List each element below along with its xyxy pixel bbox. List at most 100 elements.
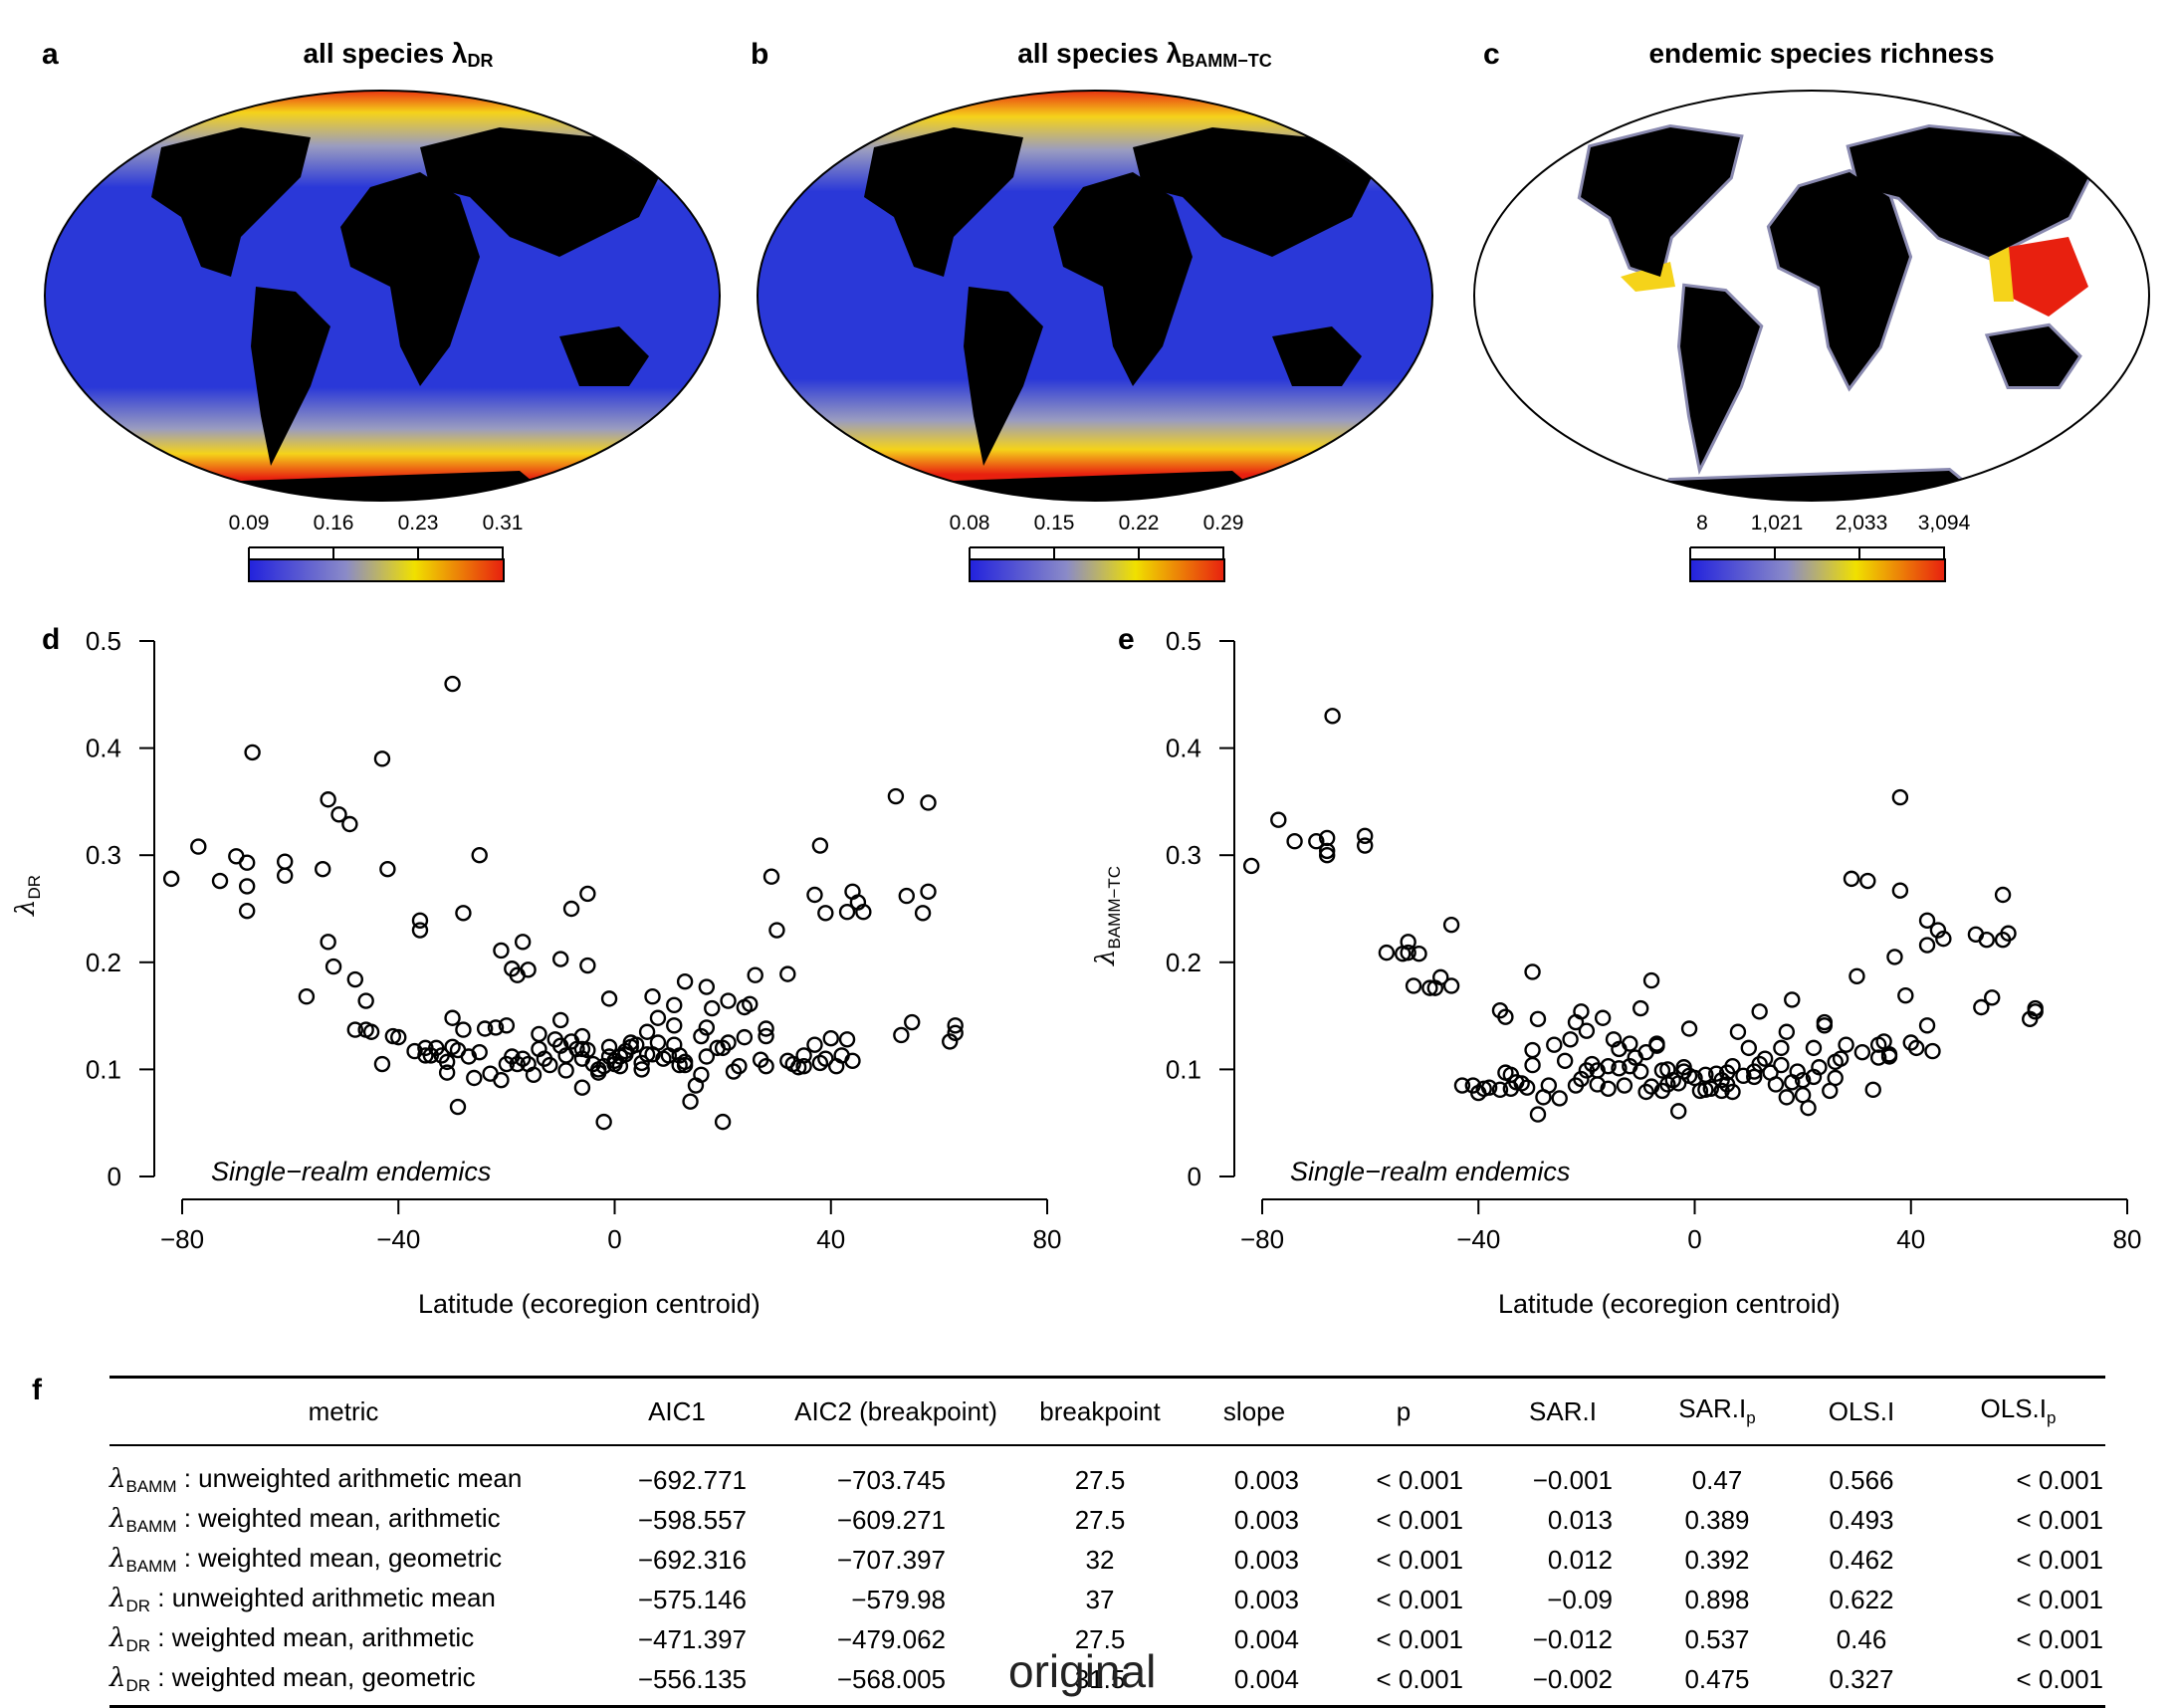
cell-olsip: < 0.001 (2016, 1464, 2103, 1495)
plot-e-point (1648, 1037, 1665, 1054)
panel-label-b: b (751, 38, 769, 71)
plot-d-point (644, 988, 661, 1005)
plot-d-point (362, 1023, 380, 1040)
plot-e-point (1735, 1067, 1752, 1085)
plot-e-point (1751, 1003, 1768, 1020)
plot-d-point (628, 1036, 645, 1053)
plot-d-point (531, 1025, 547, 1043)
plot-e-point (1724, 1083, 1741, 1101)
plot-d-point (493, 942, 510, 960)
plot-e-point (1524, 963, 1541, 980)
cbar-a-tick-3: 0.31 (482, 512, 524, 534)
plot-d-point (855, 904, 872, 921)
plot-e-x-tick-label: 0 (1687, 1224, 1701, 1254)
plot-d-point (346, 1021, 363, 1038)
plot-e-point (1891, 882, 1909, 899)
table-row: λBAMM : weighted mean, arithmetic −598.55… (109, 1500, 2105, 1540)
header-aic1: AIC1 (577, 1376, 776, 1446)
plot-e-point (1318, 847, 1336, 864)
metric-description: : weighted mean, geometric (150, 1662, 476, 1692)
cell-olsi: 0.46 (1836, 1623, 1887, 1654)
cell-sarip: 0.475 (1642, 1659, 1792, 1708)
plot-d-point (325, 958, 342, 975)
header-breakpoint: breakpoint (1015, 1376, 1185, 1446)
plot-e-point (1642, 1078, 1660, 1095)
plot-d-point (557, 1062, 574, 1079)
plot-d-point (417, 1047, 434, 1064)
plot-d-point (444, 1009, 461, 1026)
plot-e-point (1869, 1049, 1887, 1066)
plot-d-point (162, 870, 180, 888)
plot-d-point (904, 1013, 921, 1031)
cell-bp: 32 (1085, 1544, 1115, 1575)
map-title-a: all species λDR (303, 38, 494, 71)
cell-olsip: < 0.001 (2016, 1544, 2103, 1575)
plot-d-point (676, 972, 694, 990)
plot-e-point (1524, 1041, 1541, 1059)
table-row: λDR : weighted mean, arithmetic −471.397 −… (109, 1619, 2105, 1659)
plot-e-point (1573, 1070, 1590, 1088)
cell-olsi: 0.327 (1792, 1659, 1931, 1708)
lambda-symbol: λBAMM (109, 1504, 177, 1536)
cell-olsip: < 0.001 (2016, 1623, 2103, 1654)
plot-e-y-tick-label: 0 (1188, 1162, 1201, 1191)
plot-d-x-tick-label: 40 (816, 1224, 845, 1254)
plot-e-point (1729, 1023, 1747, 1040)
plot-e-point (1453, 1077, 1471, 1094)
plot-d-y-tick-label: 0 (108, 1162, 121, 1191)
plot-e-point (1778, 1089, 1796, 1106)
plot-e-point (1827, 1069, 1844, 1087)
plot-e-point (1859, 872, 1876, 890)
plot-d-point (822, 1029, 839, 1047)
cell-olsip: < 0.001 (2016, 1584, 2103, 1614)
plot-d-point (806, 1036, 823, 1053)
plot-e-point (1680, 1020, 1698, 1037)
plot-e-point (1400, 944, 1416, 961)
plot-e-point (1897, 986, 1914, 1004)
plot-e-point (1907, 1039, 1925, 1057)
plot-e-point (1600, 1080, 1617, 1097)
plot-e-point (1724, 1057, 1741, 1075)
world-map-b (757, 90, 1433, 502)
plot-e-point (1432, 968, 1449, 986)
plot-d-point (795, 1057, 812, 1075)
cell-aic1: −556.135 (577, 1659, 776, 1708)
plot-d-point (276, 867, 294, 884)
plot-e-point (1356, 837, 1374, 854)
cell-slope: 0.003 (1233, 1464, 1299, 1495)
metric-cell: λBAMM : weighted mean, geometric (109, 1540, 577, 1580)
plot-e-point (1378, 944, 1396, 961)
cbar-b-tick-0: 0.08 (949, 512, 990, 534)
lambda-symbol: λDR (109, 1584, 151, 1615)
plot-d-point (633, 1061, 650, 1078)
plot-e-y-tick-label: 0.4 (1166, 734, 1201, 763)
cell-sari: −0.09 (1547, 1584, 1613, 1614)
plot-e-point (1529, 1106, 1547, 1123)
plot-e-point (1924, 1042, 1941, 1060)
plot-e-point (1556, 1052, 1574, 1069)
plot-e-point (1518, 1079, 1536, 1096)
plot-e-point (1589, 1076, 1606, 1093)
plot-d-point (698, 1019, 716, 1036)
plot-e-point (1611, 1060, 1628, 1077)
plot-d-point (298, 988, 316, 1005)
plot-d-point (649, 1009, 667, 1026)
plot-d-point (276, 853, 294, 870)
plot-e-point (1843, 870, 1860, 888)
plot-d-point (682, 1093, 699, 1110)
metric-description: : unweighted arithmetic mean (150, 1583, 496, 1612)
cell-olsip: < 0.001 (1931, 1659, 2105, 1708)
plot-d-point (666, 1017, 683, 1034)
plot-d-point (893, 1026, 910, 1044)
plot-e-point (1616, 1077, 1633, 1094)
plot-e-point (1622, 1035, 1638, 1052)
plot-e-point (1562, 1031, 1579, 1048)
plot-e-x-tick-label: 40 (1896, 1224, 1925, 1254)
plot-d-point (438, 1064, 456, 1081)
plot-d-point (466, 1069, 483, 1087)
colorbar-c (1689, 546, 1946, 582)
cbar-b-tick-1: 0.15 (1033, 512, 1075, 534)
lambda-subscript: DR (125, 1676, 151, 1695)
plot-e-point (1832, 1050, 1850, 1067)
plot-e-point (1773, 1056, 1790, 1074)
